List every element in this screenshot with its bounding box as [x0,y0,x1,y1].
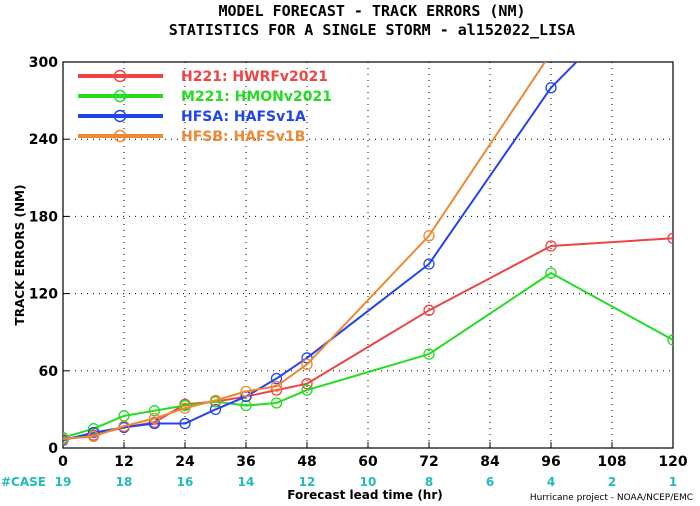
case-count: 19 [55,475,72,489]
series-point [118,420,130,432]
x-tick-label: 12 [114,454,133,470]
case-count: 1 [669,475,677,489]
case-count: 14 [238,475,255,489]
axes: 0191218241636144812601072884696410821201… [29,55,688,489]
plot-frame [62,61,674,449]
y-tick-label: 300 [29,55,58,71]
y-tick-label: 120 [29,287,58,303]
series-point [148,412,161,425]
grid-lines [62,61,674,449]
x-tick-label: 120 [658,454,687,470]
series-point [667,334,673,346]
series-point [423,258,435,270]
series-point [87,430,100,443]
series-point [423,348,435,360]
x-tick-label: 108 [597,454,626,470]
case-count: 10 [360,475,377,489]
series-point [87,423,100,435]
series-point [667,232,673,244]
x-tick-label: 24 [175,454,195,470]
case-label: #CASE [1,475,46,489]
series-point [423,304,435,316]
series-point [423,230,435,242]
credit-text: Hurricane project - NOAA/NCEP/EMC [530,493,693,503]
x-tick-label: 0 [58,454,68,470]
legend-marker [113,109,127,123]
x-tick-label: 96 [541,454,560,470]
series-point [545,267,557,279]
x-tick-label: 36 [236,454,255,470]
y-tick-label: 0 [48,441,58,457]
x-tick-label: 60 [358,454,378,470]
series-point [270,380,283,392]
series-point [148,405,161,417]
legend: H221: HWRFv2021 M221: HMONv2021 HFSA: HAFS… [78,69,332,145]
series-point [63,433,69,445]
series-point [179,402,191,414]
series-point [301,384,313,396]
case-count: 6 [486,475,494,489]
series-point [179,417,191,430]
case-count: 12 [299,475,316,489]
series-point [546,48,556,58]
legend-marker [113,69,127,83]
series-point [87,426,100,439]
y-axis-label: TRACK ERRORS (NM) [13,185,27,326]
legend-label: M221: HMONv2021 [181,89,332,105]
case-count: 18 [116,475,133,489]
series-line [63,62,547,440]
case-count: 8 [425,475,433,489]
x-tick-label: 48 [297,454,316,470]
case-count: 16 [177,475,194,489]
y-tick-label: 240 [29,132,58,148]
series-point [545,240,557,252]
x-axis-label: Forecast lead time (hr) [287,488,443,502]
series-point [209,403,222,416]
legend-label: H221: HWRFv2021 [181,69,328,85]
y-tick-label: 60 [39,364,59,380]
series-point [240,385,252,398]
series-layer [63,48,673,446]
chart-title: MODEL FORECAST - TRACK ERRORS (NM) [218,2,525,20]
case-count: 4 [547,475,555,489]
series-point [301,378,313,390]
legend-label: HFSA: HAFSv1A [181,109,306,125]
series-point [301,358,313,371]
chart-subtitle: STATISTICS FOR A SINGLE STORM - al152022… [169,21,575,39]
series-point [545,82,557,94]
legend-marker [113,129,127,143]
series-point [270,397,283,409]
series-point [270,372,283,385]
series-point [240,399,252,412]
series-point [209,394,222,407]
x-tick-label: 84 [480,454,500,470]
legend-label: HFSB: HAFSv1B [181,129,305,145]
case-count: 2 [608,475,616,489]
x-tick-label: 72 [419,454,438,470]
legend-marker [113,89,127,103]
y-tick-label: 180 [29,209,58,225]
